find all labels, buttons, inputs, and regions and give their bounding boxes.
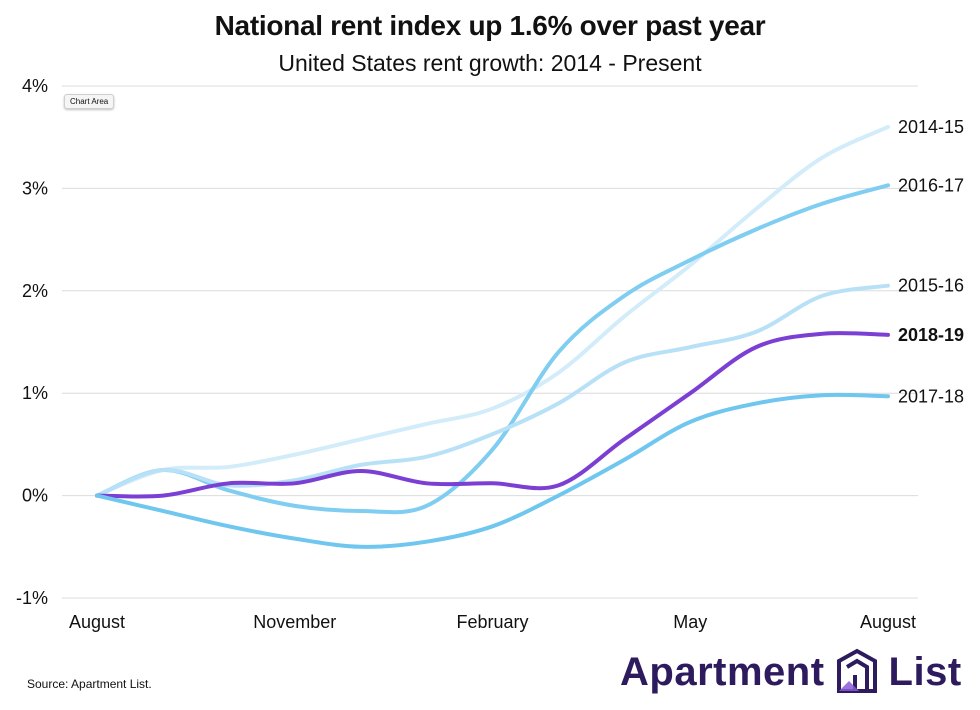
x-tick-label: May bbox=[673, 612, 707, 632]
x-tick-label: August bbox=[860, 612, 916, 632]
series-lines bbox=[95, 124, 890, 549]
logo-word-left: Apartment bbox=[620, 650, 825, 694]
chart-subtitle: United States rent growth: 2014 - Presen… bbox=[278, 50, 702, 76]
series-labels: 2014-15 2016-17 2015-16 2018-19 2017-18 bbox=[898, 117, 964, 406]
chart-area-tooltip: Chart Area bbox=[64, 94, 115, 109]
series-line-2015-16 bbox=[95, 283, 890, 498]
series-line-2018-19 bbox=[95, 331, 890, 499]
y-tick-label: -1% bbox=[16, 588, 48, 608]
y-tick-label: 3% bbox=[22, 178, 48, 198]
y-tick-label: 0% bbox=[22, 486, 48, 506]
chart-title: National rent index up 1.6% over past ye… bbox=[214, 10, 766, 41]
y-tick-label: 1% bbox=[22, 383, 48, 403]
x-tick-label: August bbox=[69, 612, 125, 632]
gridlines bbox=[62, 85, 918, 599]
apartment-list-logo-icon bbox=[835, 645, 879, 700]
series-line-2014-15 bbox=[95, 124, 890, 498]
series-line-2016-17 bbox=[95, 183, 890, 515]
x-tick-label: November bbox=[253, 612, 336, 632]
series-label-2014-15: 2014-15 bbox=[898, 117, 964, 137]
source-note: Source: Apartment List. bbox=[27, 677, 152, 691]
series-label-2017-18: 2017-18 bbox=[898, 386, 964, 406]
series-label-2016-17: 2016-17 bbox=[898, 175, 964, 195]
y-axis: -1% 0% 1% 2% 3% 4% bbox=[16, 76, 48, 608]
x-tick-label: February bbox=[456, 612, 528, 632]
y-tick-label: 2% bbox=[22, 281, 48, 301]
y-tick-label: 4% bbox=[22, 76, 48, 96]
series-label-2015-16: 2015-16 bbox=[898, 276, 964, 296]
series-label-2018-19: 2018-19 bbox=[898, 325, 964, 345]
series-line-2017-18 bbox=[95, 392, 890, 549]
logo-word-right: List bbox=[888, 650, 962, 694]
brand-logo: Apartment List bbox=[620, 645, 962, 700]
x-axis: August November February May August bbox=[69, 612, 916, 632]
